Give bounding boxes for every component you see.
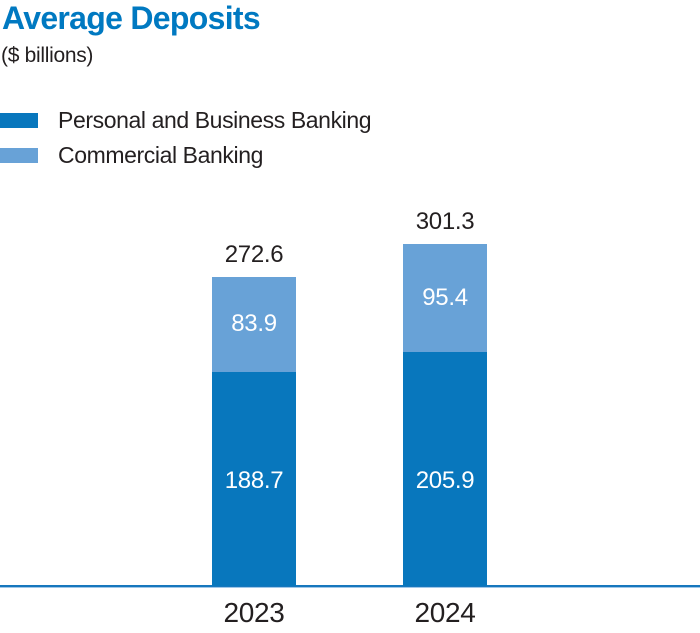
total-label-2023: 272.6 xyxy=(224,240,284,268)
segment-commercial-2023: 83.9 xyxy=(212,277,296,372)
segment-personal-2023: 188.7 xyxy=(212,372,296,586)
segment-commercial-2024: 95.4 xyxy=(403,244,487,352)
chart-title: Average Deposits xyxy=(2,0,261,36)
bar-2024: 301.3 95.4 205.9 xyxy=(403,207,487,586)
category-label-2024: 2024 xyxy=(414,597,476,628)
total-label-2024: 301.3 xyxy=(415,207,475,235)
category-label-2023: 2023 xyxy=(223,597,285,628)
legend-label-personal-and-business-banking: Personal and Business Banking xyxy=(58,107,372,133)
chart-subtitle: ($ billions) xyxy=(1,44,94,67)
value-label-personal-2024: 205.9 xyxy=(415,466,475,494)
x-axis-line xyxy=(0,585,700,588)
legend-item-personal-and-business-banking: Personal and Business Banking xyxy=(0,103,372,138)
bar-2023: 272.6 83.9 188.7 xyxy=(212,240,296,586)
legend-item-commercial-banking: Commercial Banking xyxy=(0,138,371,173)
legend: Personal and Business Banking Commercial… xyxy=(0,103,372,173)
legend-label-commercial-banking: Commercial Banking xyxy=(58,142,263,168)
value-label-commercial-2023: 83.9 xyxy=(231,310,277,338)
value-label-personal-2023: 188.7 xyxy=(224,466,284,494)
segment-personal-2024: 205.9 xyxy=(403,352,487,586)
legend-swatch-commercial-banking xyxy=(0,148,38,163)
legend-swatch-personal-and-business-banking xyxy=(0,113,38,128)
value-label-commercial-2024: 95.4 xyxy=(422,283,468,311)
